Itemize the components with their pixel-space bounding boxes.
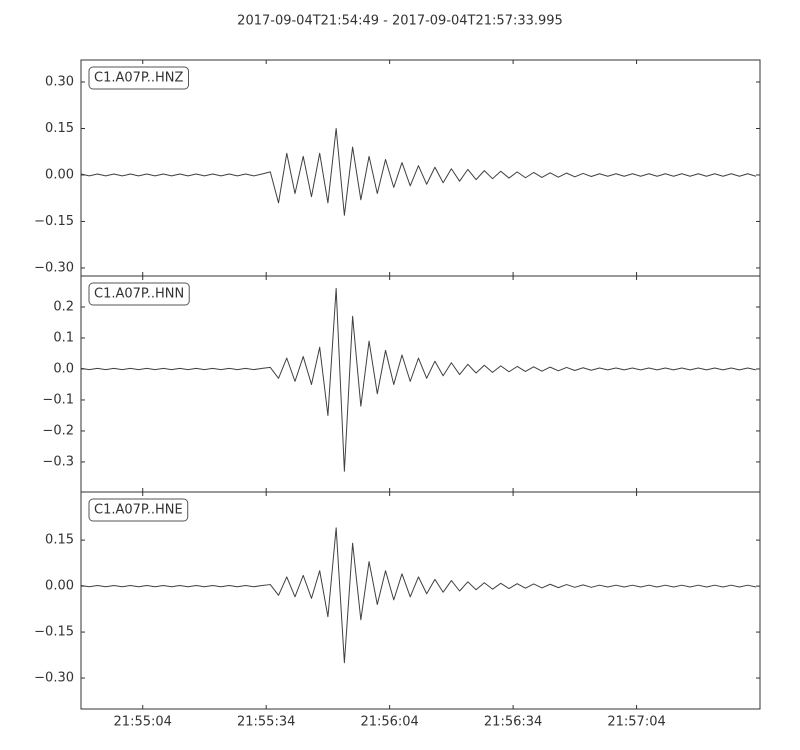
y-tick-label: −0.3 — [42, 454, 74, 469]
y-tick-label: 0.30 — [45, 75, 74, 90]
x-tick-label: 21:57:04 — [607, 715, 665, 730]
y-tick-label: −0.1 — [42, 392, 74, 407]
y-tick-label: −0.15 — [34, 625, 74, 640]
x-tick-label: 21:55:34 — [237, 715, 295, 730]
trace-label: C1.A07P..HNZ — [94, 71, 183, 86]
axes-frame — [80, 491, 761, 710]
y-tick-label: −0.15 — [34, 214, 74, 229]
y-tick-label: −0.2 — [42, 423, 74, 438]
y-tick-label: 0.15 — [45, 121, 74, 136]
x-tick-label: 21:55:04 — [114, 715, 172, 730]
y-tick-label: 0.1 — [53, 330, 74, 345]
waveform — [80, 287, 757, 472]
waveform — [80, 127, 757, 216]
x-tick-label: 21:56:34 — [484, 715, 542, 730]
y-tick-label: 0.15 — [45, 533, 74, 548]
y-tick-label: 0.00 — [45, 167, 74, 182]
chart-title: 2017-09-04T21:54:49 - 2017-09-04T21:57:3… — [237, 14, 563, 29]
y-tick-label: 0.2 — [53, 299, 74, 314]
y-tick-label: 0.0 — [53, 361, 74, 376]
trace-label-box — [88, 498, 189, 522]
trace-label-box — [88, 66, 189, 90]
y-tick-label: 0.00 — [45, 579, 74, 594]
y-tick-label: −0.30 — [34, 671, 74, 686]
waveform — [80, 527, 757, 664]
x-tick-label: 21:56:04 — [360, 715, 418, 730]
y-tick-label: −0.30 — [34, 260, 74, 275]
trace-label: C1.A07P..HNE — [94, 503, 183, 518]
trace-label-box — [88, 282, 190, 306]
trace-label: C1.A07P..HNN — [94, 287, 184, 302]
